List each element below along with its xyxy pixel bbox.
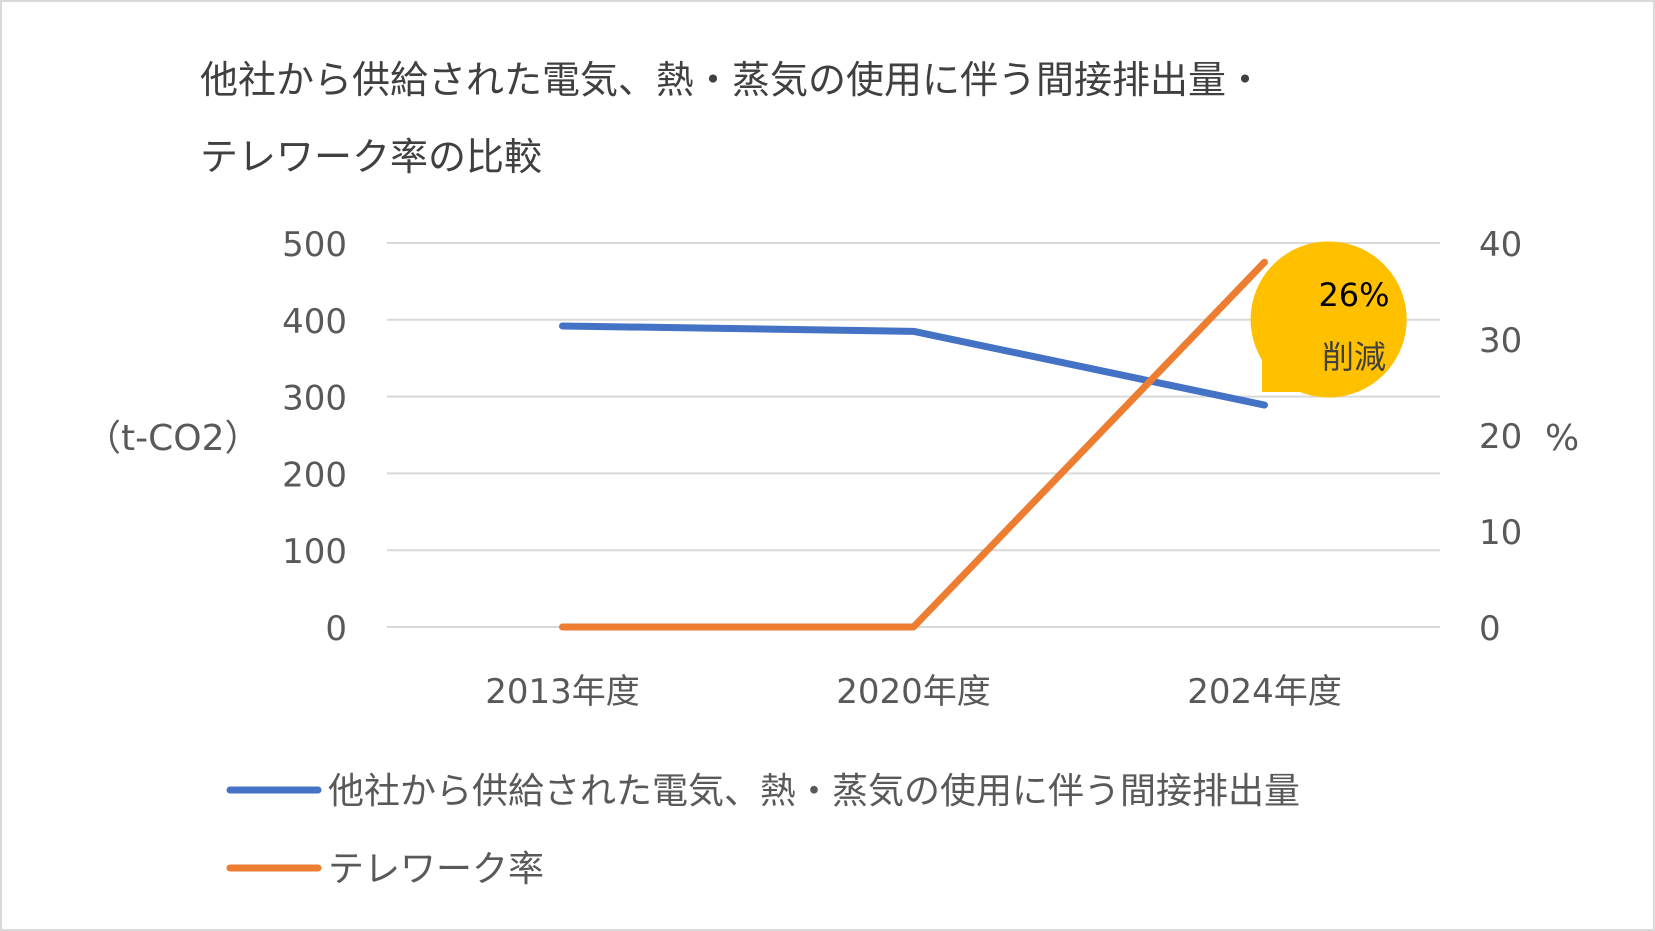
right-axis-ticks: 0 10 20 30 40 — [1479, 225, 1522, 649]
annotation-line2: 削減 — [1322, 338, 1386, 376]
left-axis-ticks: 0 100 200 300 400 500 — [282, 225, 347, 649]
legend-label-telework: テレワーク率 — [328, 849, 544, 890]
right-axis-label: % — [1545, 418, 1579, 459]
left-tick-label: 400 — [282, 302, 347, 342]
annotation-line1: 26% — [1318, 276, 1389, 314]
x-tick-label: 2024年度 — [1187, 672, 1342, 712]
right-tick-label: 0 — [1479, 609, 1501, 649]
left-tick-label: 0 — [325, 609, 347, 649]
left-axis-label: （t-CO2） — [85, 418, 260, 459]
right-tick-label: 20 — [1479, 417, 1522, 457]
left-tick-label: 300 — [282, 379, 347, 419]
right-tick-label: 30 — [1479, 321, 1522, 361]
left-tick-label: 100 — [282, 532, 347, 572]
series-line-telework — [559, 258, 1268, 631]
annotation-bubble — [1250, 241, 1407, 398]
x-tick-label: 2020年度 — [836, 672, 991, 712]
right-tick-label: 10 — [1479, 513, 1522, 553]
right-tick-label: 40 — [1479, 225, 1522, 265]
annotation-callout: 26% 削減 — [1250, 241, 1407, 398]
chart-title-line1: 他社から供給された電気、熱・蒸気の使用に伴う間接排出量・ — [200, 58, 1264, 102]
chart-title-line2: テレワーク率の比較 — [200, 135, 542, 179]
legend: 他社から供給された電気、熱・蒸気の使用に伴う間接排出量 テレワーク率 — [226, 771, 1300, 890]
left-tick-label: 500 — [282, 225, 347, 265]
x-axis-ticks: 2013年度 2020年度 2024年度 — [485, 672, 1342, 712]
x-tick-label: 2013年度 — [485, 672, 640, 712]
series — [559, 258, 1268, 631]
legend-label-emissions: 他社から供給された電気、熱・蒸気の使用に伴う間接排出量 — [328, 771, 1300, 812]
left-tick-label: 200 — [282, 455, 347, 495]
